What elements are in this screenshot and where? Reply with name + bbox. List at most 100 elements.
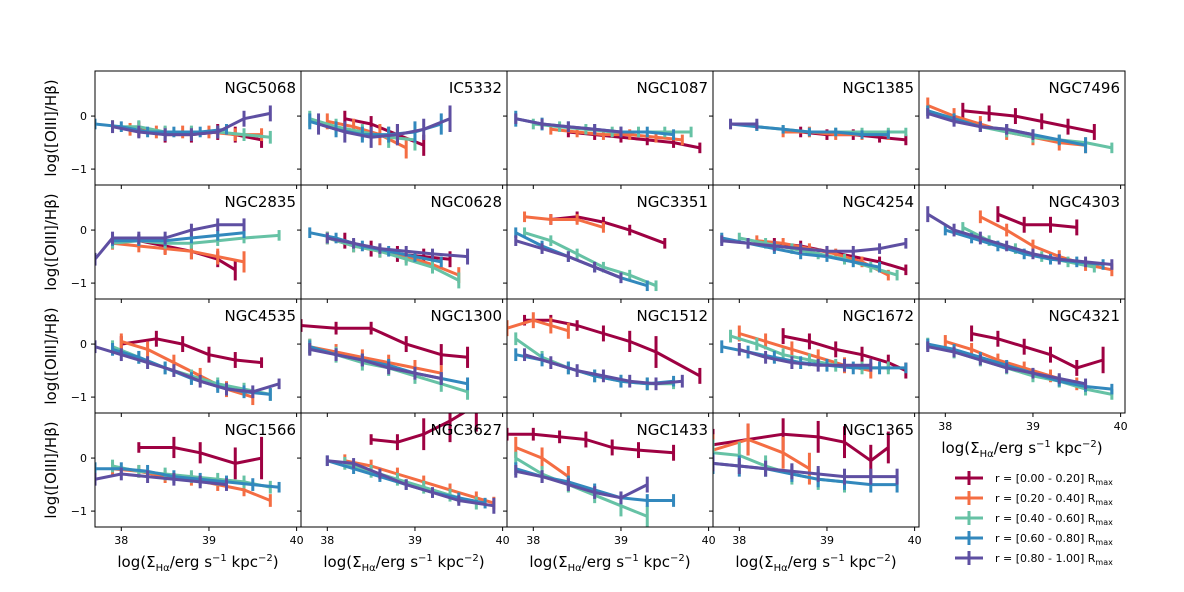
x-axis-label: log(ΣHα/erg s−1 kpc−2) (529, 553, 690, 574)
panel-IC5332: IC5332 (297, 70, 508, 189)
series-line (713, 451, 845, 484)
series-5 (523, 348, 684, 391)
panel-NGC0628: NGC0628 (297, 184, 508, 303)
series-5 (713, 455, 899, 485)
series-5 (514, 464, 649, 505)
series-line (997, 212, 1077, 229)
series-1 (970, 325, 1105, 376)
panel-title: IC5332 (449, 79, 502, 97)
x-tick-label: 39 (408, 534, 422, 547)
legend-item-4: r = [0.60 - 0.80] Rmax (955, 531, 1113, 547)
series-5 (95, 218, 246, 266)
series-line (309, 347, 442, 380)
series-3 (961, 222, 1096, 273)
y-tick-label: −1 (71, 277, 87, 290)
x-tick-label: 38 (320, 534, 334, 547)
y-axis-label: log([OIII]/Hβ) (42, 193, 60, 290)
series-3 (523, 227, 658, 292)
series-5 (720, 235, 908, 257)
series-line (138, 239, 237, 272)
panel-title: NGC1087 (637, 79, 709, 97)
x-tick-label: 39 (202, 534, 216, 547)
panel-NGC4321: NGC4321 38 39 40 (915, 298, 1128, 433)
legend-item-2: r = [0.20 - 0.40] Rmax (955, 491, 1113, 507)
panel-NGC1300: NGC1300 (297, 298, 508, 417)
legend-label: r = [0.20 - 0.40] Rmax (995, 492, 1113, 507)
panel-NGC3627: NGC3627 38 39 40 (297, 412, 510, 547)
panel-plot-area (95, 218, 281, 281)
y-axis-label: log([OIII]/Hβ) (42, 421, 60, 518)
x-axis-label: log(ΣHα/erg s−1 kpc−2) (323, 553, 484, 574)
panel-plot-area (507, 312, 702, 391)
series-line (738, 347, 871, 367)
series-5 (926, 108, 1035, 140)
panel-title: NGC1300 (431, 307, 503, 325)
x-tick-label: 40 (1114, 420, 1128, 433)
x-tick-label: 39 (614, 534, 628, 547)
legend-item-3: r = [0.40 - 0.60] Rmax (955, 511, 1113, 527)
panel-title: NGC3627 (431, 421, 503, 439)
series-line (344, 459, 495, 505)
legend-label: r = [0.80 - 1.00] Rmax (995, 552, 1113, 567)
panel-title: NGC4303 (1049, 193, 1121, 211)
series-line (95, 345, 280, 394)
panel-NGC2835: NGC2835 0 −1 (71, 184, 302, 303)
panel-title: NGC2835 (225, 193, 297, 211)
series-5 (926, 206, 1114, 270)
panel-frame (712, 412, 920, 528)
panel-frame (918, 298, 1126, 414)
panel-plot-area (720, 232, 908, 281)
y-tick-label: −1 (71, 391, 87, 404)
y-tick-label: −1 (71, 163, 87, 176)
panel-NGC4254: NGC4254 (709, 184, 920, 303)
series-5 (729, 118, 759, 130)
x-tick-label: 38 (114, 534, 128, 547)
panel-plot-area (926, 97, 1114, 154)
x-tick-label: 38 (732, 534, 746, 547)
panel-title: NGC4254 (843, 193, 915, 211)
panel-title: NGC0628 (431, 193, 503, 211)
series-line (550, 127, 683, 142)
series-2 (755, 235, 890, 281)
panel-NGC4303: NGC4303 (915, 184, 1126, 303)
panel-title: NGC1672 (843, 307, 915, 325)
series-2 (119, 333, 255, 406)
panel-NGC5068: NGC5068 0 −1 (71, 70, 302, 189)
series-line (112, 241, 245, 264)
y-tick-label: 0 (80, 224, 87, 237)
series-2 (713, 423, 811, 485)
panel-NGC1566: NGC1566 0 −1 38 39 40 (71, 412, 304, 547)
panel-NGC7496: NGC7496 (915, 70, 1126, 189)
panel-plot-area (729, 118, 908, 146)
series-line (95, 472, 227, 487)
panel-plot-area (713, 418, 899, 493)
axis-labels-layer: log([OIII]/Hβ) log([OIII]/Hβ) log([OIII]/H… (42, 79, 1103, 574)
series-5 (317, 105, 452, 148)
series-5 (737, 343, 873, 372)
x-tick-label: 38 (938, 420, 952, 433)
series-line (971, 332, 1104, 370)
series-1 (301, 319, 470, 368)
series-1 (507, 427, 676, 461)
x-tick-label: 40 (908, 534, 922, 547)
panel-plot-area (926, 325, 1114, 400)
x-tick-label: 39 (820, 534, 834, 547)
series-5 (325, 455, 496, 514)
panel-plot-area (95, 105, 272, 148)
series-line (524, 215, 604, 229)
panel-title: NGC1433 (637, 421, 709, 439)
series-line (515, 231, 648, 288)
x-axis-label: log(ΣHα/erg s−1 kpc−2) (117, 553, 278, 574)
panel-NGC1087: NGC1087 (503, 70, 714, 189)
series-5 (926, 341, 1088, 390)
y-axis-label: log([OIII]/Hβ) (42, 307, 60, 404)
series-line (515, 469, 648, 500)
legend-label: r = [0.40 - 0.60] Rmax (995, 512, 1113, 527)
x-axis-label: log(ΣHα/erg s−1 kpc−2) (941, 439, 1102, 460)
panel-NGC3351: NGC3351 (503, 184, 714, 303)
x-tick-label: 38 (526, 534, 540, 547)
legend-label: r = [0.60 - 0.80] Rmax (995, 532, 1113, 547)
y-tick-label: 0 (80, 338, 87, 351)
y-axis-label: log([OIII]/Hβ) (42, 79, 60, 176)
series-2 (507, 312, 570, 339)
